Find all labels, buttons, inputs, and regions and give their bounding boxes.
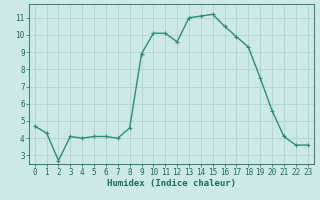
X-axis label: Humidex (Indice chaleur): Humidex (Indice chaleur) xyxy=(107,179,236,188)
